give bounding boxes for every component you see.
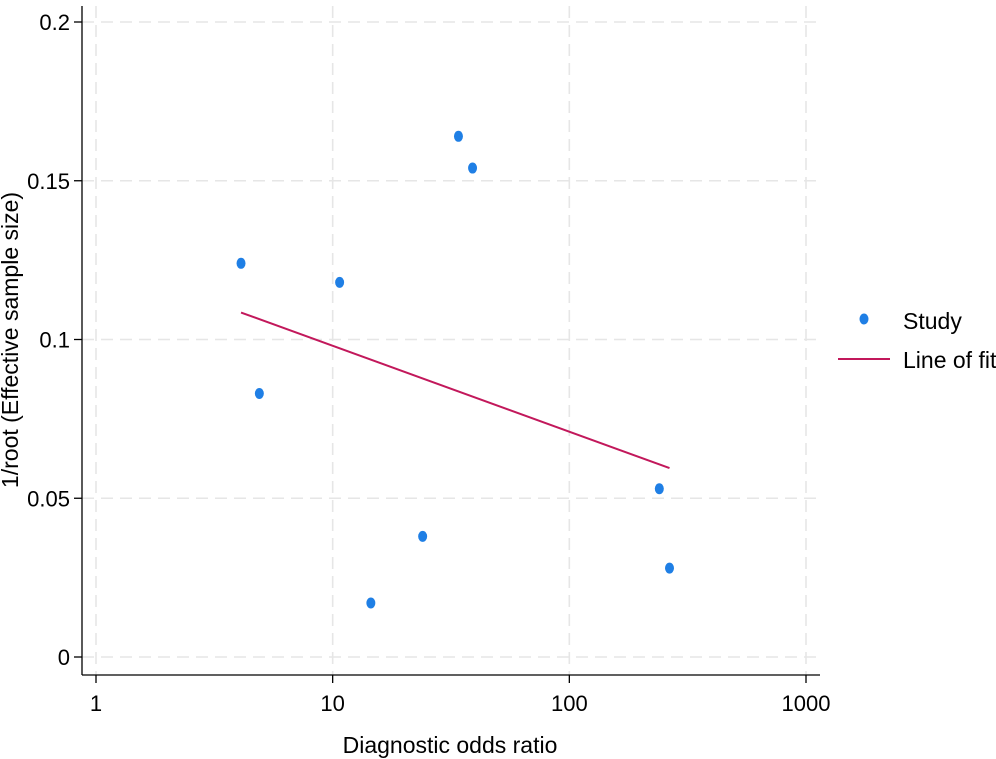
study-point (254, 387, 264, 399)
study-point (453, 130, 463, 142)
study-points (236, 130, 675, 609)
axes (81, 6, 820, 676)
grid-lines (82, 6, 820, 675)
study-point (236, 257, 246, 269)
study-point (366, 597, 376, 609)
study-point (468, 162, 478, 174)
x-axis-title: Diagnostic odds ratio (343, 732, 558, 758)
y-tick-label: 0.15 (27, 169, 70, 194)
line-of-fit (240, 311, 670, 470)
x-tick-label: 10 (320, 691, 344, 716)
x-tick-label: 1000 (782, 691, 831, 716)
y-tick-label: 0.05 (27, 486, 70, 511)
legend-fit-label: Line of fit (903, 347, 996, 373)
legend-study-label: Study (903, 308, 962, 334)
study-point (418, 530, 428, 542)
y-tick-label: 0.2 (39, 10, 70, 35)
y-axis-title: 1/root (Effective sample size) (0, 192, 23, 488)
study-point (335, 276, 345, 288)
fit-line (240, 311, 670, 470)
x-tick-label: 1 (90, 691, 102, 716)
legend: Study Line of fit (838, 308, 996, 373)
axis-ticks: 0 0.05 0.1 0.15 0.2 1 10 100 1000 (27, 10, 830, 716)
y-tick-label: 0 (58, 645, 70, 670)
study-point (665, 562, 675, 574)
study-point (654, 483, 664, 495)
legend-study-marker (859, 313, 869, 325)
y-tick-label: 0.1 (39, 328, 70, 353)
x-tick-label: 100 (551, 691, 588, 716)
